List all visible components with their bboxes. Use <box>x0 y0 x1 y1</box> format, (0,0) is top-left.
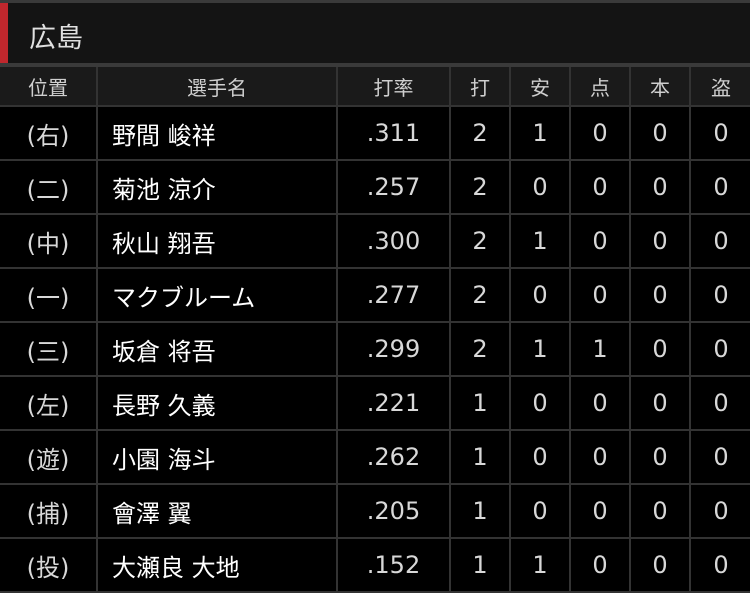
batting-average-cell: .262 <box>337 430 451 485</box>
player-name-cell[interactable]: 長野 久義 <box>97 376 338 431</box>
header-home-runs: 本 <box>630 67 691 107</box>
rbi-cell: 0 <box>570 160 631 215</box>
batting-average-cell: .300 <box>337 214 451 269</box>
stolen-bases-cell: 0 <box>690 268 750 323</box>
stolen-bases-cell: 0 <box>690 214 750 269</box>
home-runs-cell: 0 <box>630 322 691 377</box>
player-name-cell[interactable]: 秋山 翔吾 <box>97 214 338 269</box>
home-runs-cell: 0 <box>630 160 691 215</box>
at-bats-cell: 2 <box>450 322 511 377</box>
player-name-cell[interactable]: 大瀬良 大地 <box>97 538 338 593</box>
hits-cell: 1 <box>510 214 571 269</box>
rbi-cell: 0 <box>570 376 631 431</box>
at-bats-cell: 2 <box>450 268 511 323</box>
hits-cell: 0 <box>510 268 571 323</box>
rbi-cell: 0 <box>570 484 631 539</box>
at-bats-cell: 1 <box>450 376 511 431</box>
position-cell: (左) <box>0 376 98 431</box>
batting-average-cell: .299 <box>337 322 451 377</box>
player-name-cell[interactable]: 坂倉 将吾 <box>97 322 338 377</box>
hits-cell: 0 <box>510 430 571 485</box>
stolen-bases-cell: 0 <box>690 106 750 161</box>
home-runs-cell: 0 <box>630 484 691 539</box>
player-name-cell[interactable]: マクブルーム <box>97 268 338 323</box>
at-bats-cell: 2 <box>450 160 511 215</box>
table-row[interactable]: (捕) 會澤 翼 .205 1 0 0 0 0 <box>0 484 750 539</box>
header-hits: 安 <box>510 67 571 107</box>
stolen-bases-cell: 0 <box>690 484 750 539</box>
table-row[interactable]: (投) 大瀬良 大地 .152 1 1 0 0 0 <box>0 538 750 593</box>
table-header-row: 位置 選手名 打率打安点本盗 <box>0 67 750 107</box>
header-player-name: 選手名 <box>97 67 338 107</box>
team-header: 広島 <box>0 3 750 63</box>
hits-cell: 0 <box>510 484 571 539</box>
hits-cell: 1 <box>510 322 571 377</box>
header-divider <box>0 63 750 67</box>
stolen-bases-cell: 0 <box>690 322 750 377</box>
table-row[interactable]: (左) 長野 久義 .221 1 0 0 0 0 <box>0 376 750 431</box>
table-row[interactable]: (右) 野間 峻祥 .311 2 1 0 0 0 <box>0 106 750 161</box>
batting-average-cell: .277 <box>337 268 451 323</box>
position-cell: (中) <box>0 214 98 269</box>
player-name-cell[interactable]: 菊池 涼介 <box>97 160 338 215</box>
home-runs-cell: 0 <box>630 214 691 269</box>
rbi-cell: 0 <box>570 268 631 323</box>
home-runs-cell: 0 <box>630 106 691 161</box>
stolen-bases-cell: 0 <box>690 538 750 593</box>
stolen-bases-cell: 0 <box>690 376 750 431</box>
rbi-cell: 1 <box>570 322 631 377</box>
top-divider <box>0 0 750 3</box>
home-runs-cell: 0 <box>630 538 691 593</box>
header-batting-average: 打率 <box>337 67 451 107</box>
header-at-bats: 打 <box>450 67 511 107</box>
batting-average-cell: .221 <box>337 376 451 431</box>
home-runs-cell: 0 <box>630 376 691 431</box>
at-bats-cell: 2 <box>450 214 511 269</box>
hits-cell: 1 <box>510 106 571 161</box>
header-rbi: 点 <box>570 67 631 107</box>
team-color-bar <box>0 3 8 63</box>
position-cell: (右) <box>0 106 98 161</box>
position-cell: (三) <box>0 322 98 377</box>
position-cell: (捕) <box>0 484 98 539</box>
batting-average-cell: .205 <box>337 484 451 539</box>
home-runs-cell: 0 <box>630 268 691 323</box>
table-row[interactable]: (三) 坂倉 将吾 .299 2 1 1 0 0 <box>0 322 750 377</box>
table-row[interactable]: (遊) 小園 海斗 .262 1 0 0 0 0 <box>0 430 750 485</box>
player-name-cell[interactable]: 會澤 翼 <box>97 484 338 539</box>
rbi-cell: 0 <box>570 214 631 269</box>
home-runs-cell: 0 <box>630 430 691 485</box>
stolen-bases-cell: 0 <box>690 430 750 485</box>
player-name-cell[interactable]: 小園 海斗 <box>97 430 338 485</box>
batting-average-cell: .257 <box>337 160 451 215</box>
player-name-cell[interactable]: 野間 峻祥 <box>97 106 338 161</box>
rbi-cell: 0 <box>570 430 631 485</box>
position-cell: (遊) <box>0 430 98 485</box>
rbi-cell: 0 <box>570 538 631 593</box>
stolen-bases-cell: 0 <box>690 160 750 215</box>
batting-average-cell: .152 <box>337 538 451 593</box>
at-bats-cell: 1 <box>450 538 511 593</box>
at-bats-cell: 1 <box>450 484 511 539</box>
position-cell: (一) <box>0 268 98 323</box>
position-cell: (投) <box>0 538 98 593</box>
batting-average-cell: .311 <box>337 106 451 161</box>
hits-cell: 0 <box>510 376 571 431</box>
header-position: 位置 <box>0 67 98 107</box>
team-name: 広島 <box>29 23 83 54</box>
table-row[interactable]: (中) 秋山 翔吾 .300 2 1 0 0 0 <box>0 214 750 269</box>
rbi-cell: 0 <box>570 106 631 161</box>
hits-cell: 1 <box>510 538 571 593</box>
table-row[interactable]: (一) マクブルーム .277 2 0 0 0 0 <box>0 268 750 323</box>
at-bats-cell: 2 <box>450 106 511 161</box>
position-cell: (二) <box>0 160 98 215</box>
batting-stats-table: 位置 選手名 打率打安点本盗 (右) 野間 峻祥 .311 2 1 0 0 0 (二) 菊池 涼介 .2… <box>0 67 750 593</box>
table-row[interactable]: (二) 菊池 涼介 .257 2 0 0 0 0 <box>0 160 750 215</box>
header-stolen-bases: 盗 <box>690 67 750 107</box>
at-bats-cell: 1 <box>450 430 511 485</box>
hits-cell: 0 <box>510 160 571 215</box>
